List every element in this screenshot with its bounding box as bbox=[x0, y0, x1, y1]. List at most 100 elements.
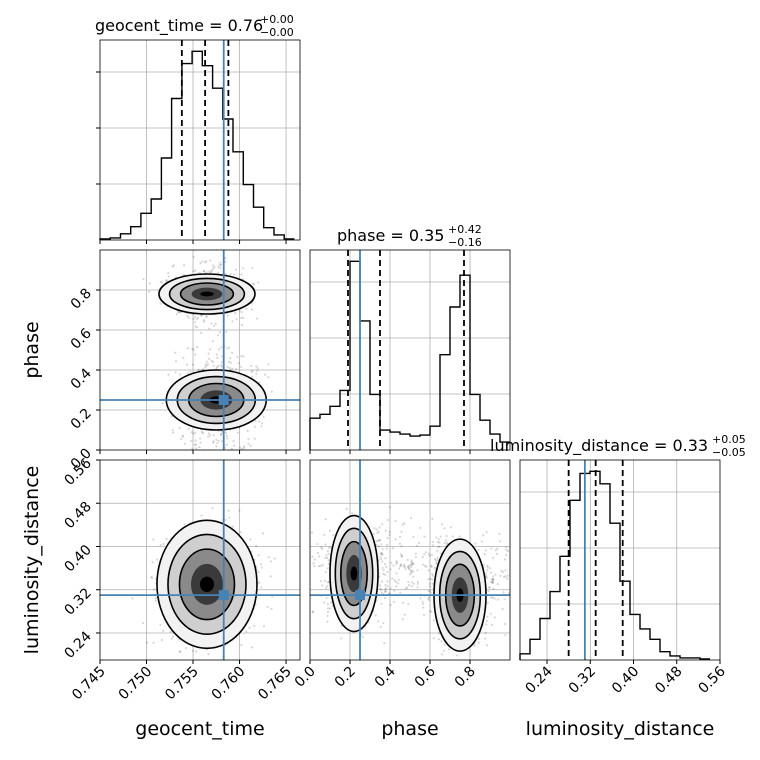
scatter-point bbox=[496, 598, 499, 601]
scatter-point bbox=[224, 431, 227, 434]
scatter-point bbox=[399, 563, 402, 566]
scatter-point bbox=[409, 569, 412, 572]
scatter-point bbox=[399, 591, 402, 594]
scatter-point bbox=[313, 565, 316, 568]
scatter-point bbox=[491, 578, 494, 581]
scatter-point bbox=[171, 431, 175, 434]
scatter-point bbox=[407, 580, 410, 584]
histograms bbox=[99, 40, 710, 660]
scatter-point bbox=[174, 371, 177, 374]
scatter-point bbox=[427, 589, 430, 593]
scatter-point bbox=[228, 360, 231, 363]
x-tick-label: 0.755 bbox=[162, 664, 202, 704]
scatter-point bbox=[515, 566, 517, 568]
scatter-point bbox=[306, 579, 308, 581]
scatter-point bbox=[496, 547, 499, 550]
scatter-point bbox=[250, 646, 254, 649]
scatter-point bbox=[216, 334, 219, 337]
scatter-point bbox=[159, 280, 162, 283]
scatter-point bbox=[270, 518, 272, 520]
scatter-point bbox=[152, 641, 155, 644]
scatter-point bbox=[328, 607, 332, 610]
x-tick-label: 0.6 bbox=[412, 663, 439, 690]
scatter-point bbox=[203, 261, 206, 264]
scatter-point bbox=[434, 559, 437, 562]
scatter-point bbox=[427, 598, 430, 602]
scatter-point bbox=[217, 272, 220, 275]
scatter-point bbox=[228, 516, 231, 519]
scatter-point bbox=[383, 597, 387, 600]
scatter-point bbox=[156, 558, 159, 561]
scatter-point bbox=[351, 512, 354, 515]
scatter-point bbox=[482, 534, 485, 537]
scatter-point bbox=[154, 597, 157, 600]
scatter-point bbox=[385, 547, 388, 550]
scatter-point bbox=[504, 622, 507, 626]
scatter-point bbox=[199, 441, 202, 444]
x-tick-label: 0.8 bbox=[452, 664, 479, 691]
scatter-point bbox=[490, 547, 493, 550]
scatter-point bbox=[247, 454, 249, 456]
scatter-point bbox=[260, 566, 263, 569]
scatter-point bbox=[484, 631, 487, 634]
scatter-point bbox=[429, 577, 432, 581]
scatter-point bbox=[327, 559, 330, 562]
scatter-point bbox=[485, 623, 488, 626]
scatter-point bbox=[379, 587, 382, 590]
scatter-point bbox=[379, 555, 382, 558]
scatter-point bbox=[175, 312, 178, 316]
scatter-point bbox=[414, 552, 417, 555]
scatter-point bbox=[231, 367, 234, 370]
title-geocent-time-plus: +0.00 bbox=[260, 13, 294, 26]
x-axis-label-phase: phase bbox=[381, 718, 438, 740]
scatter-point bbox=[194, 439, 197, 442]
density-group bbox=[158, 273, 268, 431]
scatter-point bbox=[440, 523, 444, 526]
scatter-point bbox=[167, 373, 170, 376]
scatter-point bbox=[491, 581, 495, 584]
scatter-point bbox=[208, 434, 212, 437]
scatter-point bbox=[424, 551, 428, 554]
scatter-point bbox=[256, 317, 259, 320]
scatter-point bbox=[229, 356, 232, 360]
scatter-point bbox=[324, 543, 327, 546]
scatter-point bbox=[312, 562, 315, 565]
scatter-point bbox=[146, 641, 149, 644]
scatter-point bbox=[514, 588, 516, 590]
x-axis-label-luminosity-distance: luminosity_distance bbox=[526, 718, 715, 740]
scatter-point bbox=[445, 534, 448, 538]
scatter-point bbox=[328, 529, 331, 532]
scatter-point bbox=[525, 587, 527, 589]
scatter-point bbox=[194, 315, 197, 319]
scatter-point bbox=[440, 640, 443, 643]
scatter-point bbox=[392, 564, 395, 567]
scatter-point bbox=[392, 600, 396, 604]
scatter-point bbox=[240, 316, 243, 320]
scatter-point bbox=[381, 566, 384, 570]
scatter-point bbox=[416, 582, 419, 586]
scatter-point bbox=[219, 261, 222, 264]
scatter-point bbox=[259, 563, 262, 566]
scatter-point bbox=[186, 314, 189, 318]
scatter-point bbox=[528, 582, 530, 584]
scatter-point bbox=[403, 613, 406, 616]
scatter-point bbox=[250, 364, 253, 367]
scatter-point bbox=[212, 441, 215, 444]
scatter-point bbox=[270, 607, 273, 611]
scatter-point bbox=[242, 316, 245, 319]
scatter-point bbox=[422, 602, 425, 606]
scatter-point bbox=[529, 595, 531, 597]
scatter-point bbox=[487, 590, 490, 593]
scatter-point bbox=[398, 535, 402, 539]
scatter-point bbox=[482, 564, 485, 567]
scatter-point bbox=[318, 565, 321, 568]
panel-frame bbox=[309, 459, 511, 661]
scatter-point bbox=[340, 637, 343, 640]
scatter-point bbox=[191, 447, 194, 450]
scatter-point bbox=[511, 544, 513, 546]
panel-frame bbox=[309, 249, 511, 451]
scatter-point bbox=[384, 557, 387, 560]
scatter-point bbox=[311, 555, 314, 558]
scatter-point bbox=[201, 432, 205, 435]
scatter-point bbox=[311, 531, 314, 534]
